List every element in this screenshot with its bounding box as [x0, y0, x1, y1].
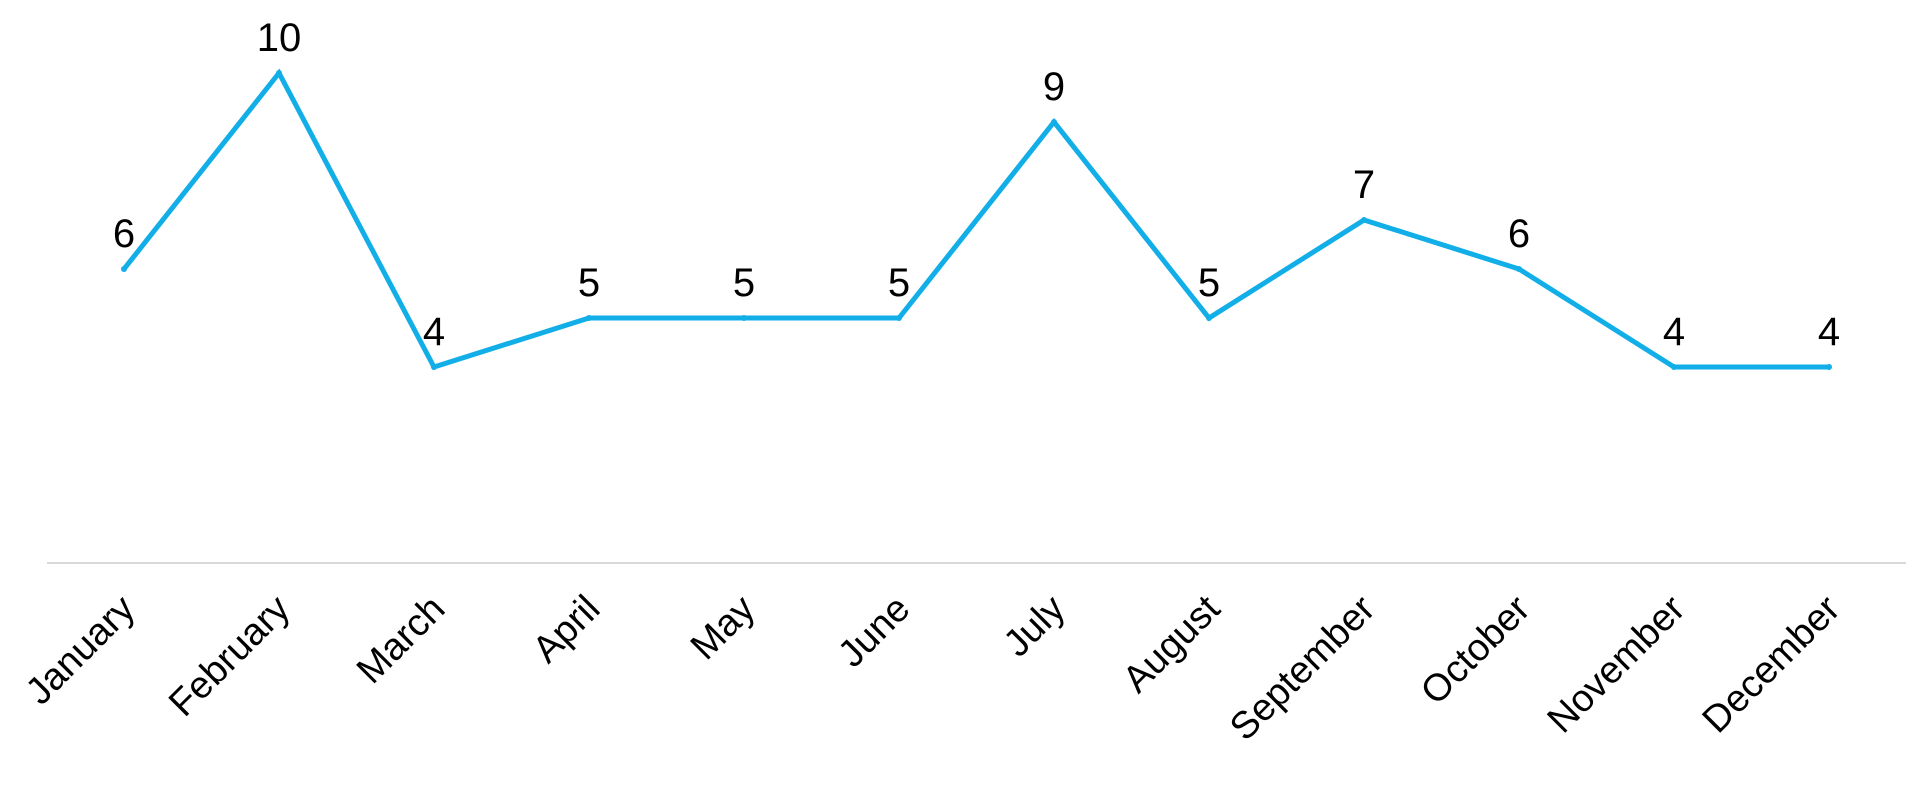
- data-point: [1671, 364, 1677, 370]
- data-point: [896, 315, 902, 321]
- data-point: [431, 364, 437, 370]
- data-point: [1051, 119, 1057, 125]
- data-point: [1826, 364, 1832, 370]
- data-label: 9: [1043, 65, 1065, 109]
- series-line: [121, 68, 1832, 371]
- data-point: [586, 315, 592, 321]
- x-tick-label: October: [1413, 587, 1539, 713]
- x-tick-label: December: [1695, 587, 1849, 741]
- data-label: 6: [113, 212, 135, 256]
- data-label: 5: [1198, 261, 1220, 305]
- data-label: 5: [888, 261, 910, 305]
- data-labels-group: 6 10 4 5 5 5 9 5 7 6 4 4: [113, 16, 1840, 354]
- x-tick-label: July: [996, 588, 1073, 665]
- data-label: 5: [578, 261, 600, 305]
- x-tick-label: April: [525, 588, 608, 671]
- data-label: 7: [1353, 163, 1375, 207]
- data-label: 4: [1818, 310, 1840, 354]
- data-point: [1361, 217, 1367, 223]
- data-label: 5: [733, 261, 755, 305]
- x-tick-label: September: [1222, 587, 1383, 748]
- data-point: [276, 70, 282, 76]
- data-point: [741, 315, 747, 321]
- data-label: 6: [1508, 212, 1530, 256]
- data-label: 10: [257, 16, 302, 60]
- series-group: [121, 68, 1832, 371]
- x-tick-label: February: [161, 588, 298, 725]
- data-label: 4: [423, 310, 445, 354]
- x-tick-label: May: [683, 588, 763, 668]
- x-tick-label: November: [1540, 587, 1694, 741]
- data-point: [1516, 266, 1522, 272]
- x-tick-label: March: [349, 588, 453, 692]
- x-tick-label: January: [18, 588, 143, 713]
- data-point: [1206, 315, 1212, 321]
- data-label: 4: [1663, 310, 1685, 354]
- data-point: [121, 266, 127, 272]
- x-tick-label: August: [1115, 587, 1229, 701]
- x-tick-labels-group: January February March April May June July Augu…: [18, 587, 1849, 748]
- x-tick-label: June: [830, 588, 918, 676]
